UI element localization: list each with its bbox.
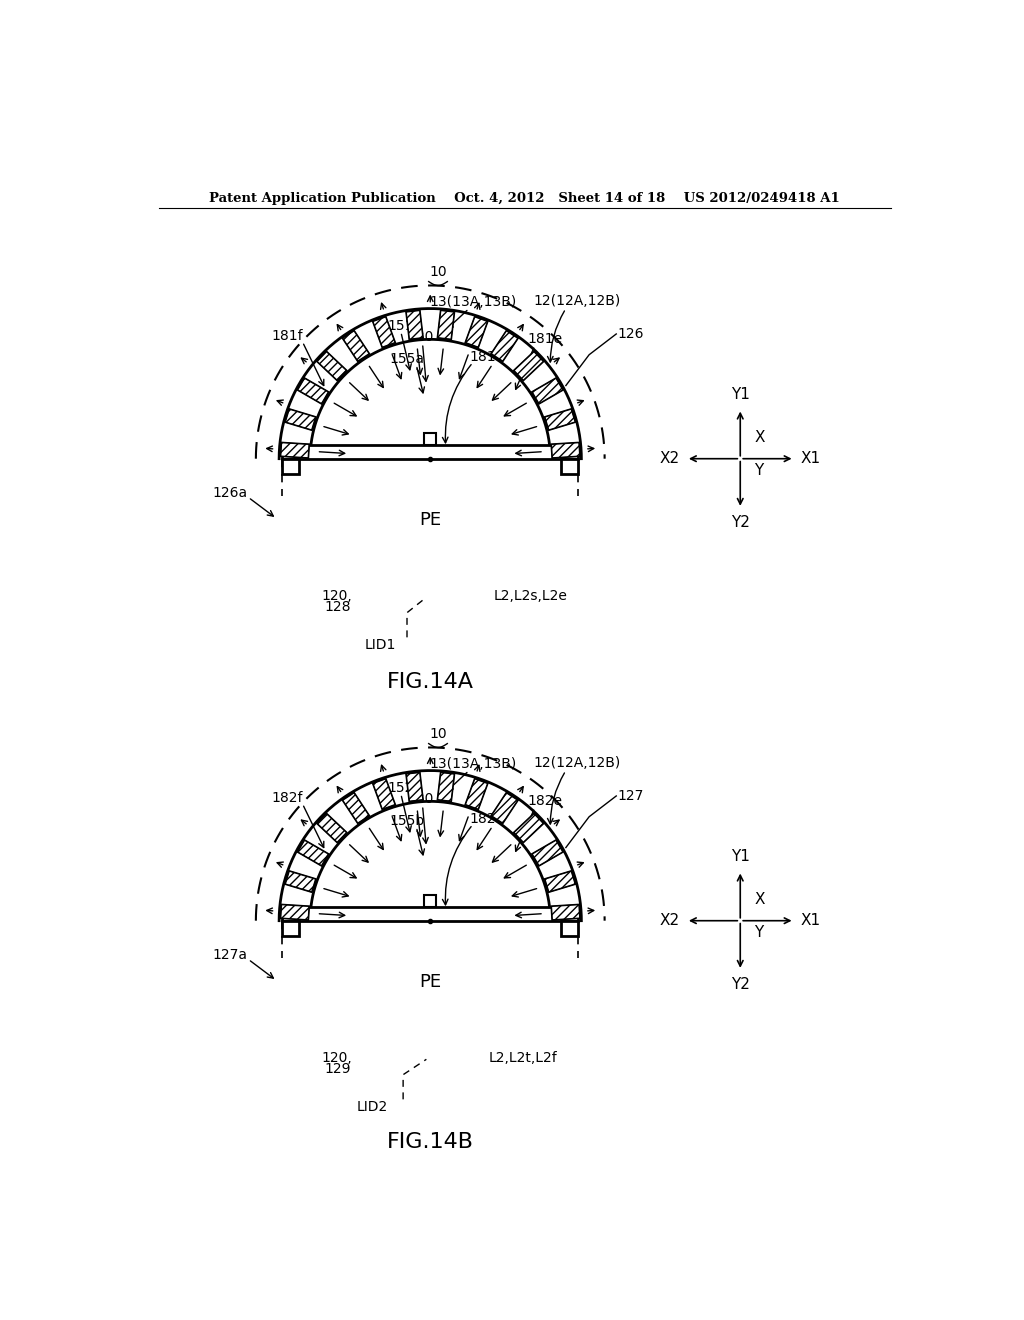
Text: FIG.14B: FIG.14B (387, 1133, 474, 1152)
Text: FIG.14A: FIG.14A (387, 672, 474, 692)
Text: 130: 130 (408, 330, 434, 345)
Polygon shape (285, 871, 315, 892)
Text: LID2: LID2 (356, 1100, 388, 1114)
Text: 126: 126 (616, 327, 643, 341)
Text: X2: X2 (659, 913, 680, 928)
Polygon shape (545, 409, 575, 430)
Text: 152: 152 (388, 781, 414, 795)
Text: 128: 128 (324, 599, 350, 614)
Text: Y1: Y1 (731, 850, 750, 865)
Text: L2,L2s,L2e: L2,L2s,L2e (494, 589, 568, 603)
Text: X: X (755, 892, 765, 907)
Text: 155b: 155b (389, 813, 425, 828)
Polygon shape (342, 330, 370, 362)
Text: Y: Y (755, 924, 764, 940)
Text: 127: 127 (617, 789, 643, 803)
Polygon shape (316, 813, 347, 842)
Bar (424, 433, 436, 445)
Text: 10: 10 (429, 727, 446, 742)
Text: 126a: 126a (213, 486, 248, 500)
Text: X1: X1 (801, 451, 821, 466)
Bar (561, 921, 579, 936)
Bar (424, 895, 436, 907)
Polygon shape (514, 351, 544, 380)
Text: X: X (755, 430, 765, 445)
Text: 151: 151 (387, 319, 414, 333)
Polygon shape (285, 409, 315, 430)
Polygon shape (465, 317, 487, 347)
Polygon shape (437, 310, 455, 339)
Polygon shape (492, 792, 518, 824)
Text: 120,: 120, (322, 589, 352, 603)
Text: Patent Application Publication    Oct. 4, 2012   Sheet 14 of 18    US 2012/02494: Patent Application Publication Oct. 4, 2… (210, 191, 840, 205)
Text: X1: X1 (801, 913, 821, 928)
Text: 130: 130 (408, 792, 434, 807)
Polygon shape (465, 779, 487, 809)
Bar (283, 459, 299, 474)
Polygon shape (551, 442, 580, 458)
Text: Y2: Y2 (731, 977, 750, 991)
Polygon shape (406, 772, 423, 801)
Polygon shape (492, 330, 518, 362)
Text: 182: 182 (470, 812, 497, 826)
Text: 181: 181 (470, 350, 497, 364)
Text: Y1: Y1 (731, 388, 750, 403)
Text: 182f: 182f (271, 791, 303, 804)
Polygon shape (531, 378, 563, 404)
Text: X2: X2 (659, 451, 680, 466)
Text: 181f: 181f (271, 329, 303, 342)
Text: 120,: 120, (322, 1051, 352, 1065)
Polygon shape (373, 779, 395, 809)
Polygon shape (316, 351, 347, 380)
Text: L2,L2t,L2f: L2,L2t,L2f (488, 1051, 558, 1065)
Text: 181e: 181e (527, 333, 562, 346)
Bar (561, 459, 579, 474)
Text: Y: Y (755, 462, 764, 478)
Polygon shape (297, 378, 329, 404)
Polygon shape (342, 792, 370, 824)
Text: PE: PE (419, 973, 441, 991)
Text: 129: 129 (324, 1061, 350, 1076)
Polygon shape (281, 904, 309, 920)
Polygon shape (406, 310, 423, 339)
Polygon shape (297, 840, 329, 866)
Polygon shape (551, 904, 580, 920)
Text: 127a: 127a (213, 948, 248, 962)
Text: 12(12A,12B): 12(12A,12B) (534, 756, 622, 770)
Polygon shape (437, 772, 455, 801)
Text: 13(13A,13B): 13(13A,13B) (429, 296, 516, 309)
Polygon shape (514, 813, 544, 842)
Text: PE: PE (419, 511, 441, 529)
Text: 155a: 155a (389, 351, 425, 366)
Text: 12(12A,12B): 12(12A,12B) (534, 294, 622, 308)
Text: Y2: Y2 (731, 515, 750, 529)
Bar (283, 921, 299, 936)
Polygon shape (545, 871, 575, 892)
Polygon shape (531, 840, 563, 866)
Text: 13(13A,13B): 13(13A,13B) (429, 758, 516, 771)
Polygon shape (281, 442, 309, 458)
Text: 182e: 182e (527, 795, 562, 808)
Text: LID1: LID1 (365, 638, 395, 652)
Bar (283, 445, 579, 459)
Polygon shape (373, 317, 395, 347)
Text: 10: 10 (429, 265, 446, 280)
Bar (283, 907, 579, 921)
